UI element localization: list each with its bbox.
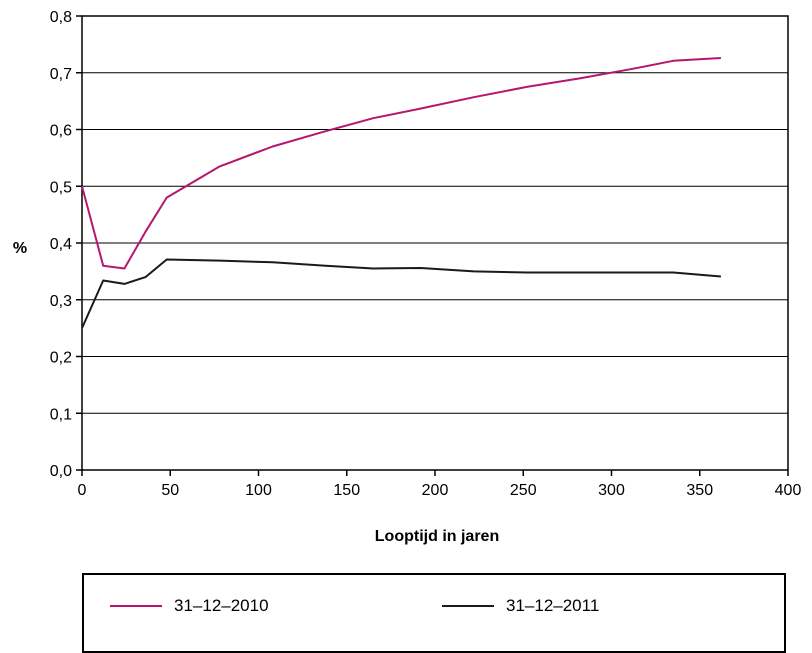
legend-label-2010: 31–12–2010	[174, 596, 269, 615]
y-axis-label: %	[13, 240, 27, 257]
series-line-0	[81, 57, 721, 270]
x-tick-label: 400	[775, 482, 802, 499]
x-tick-label: 250	[510, 482, 537, 499]
y-tick-label: 0,7	[50, 66, 72, 83]
y-tick-label: 0,0	[50, 463, 72, 480]
legend-item-2010: 31–12–2010	[110, 595, 269, 617]
y-tick-label: 0,2	[50, 350, 72, 367]
legend-swatch-2010	[110, 605, 162, 607]
gridlines	[82, 72, 788, 414]
axes	[76, 15, 789, 476]
y-tick-labels: 0,0 0,1 0,2 0,3 0,4 0,5 0,6 0,7 0,8	[50, 9, 72, 480]
line-chart: 0,0 0,1 0,2 0,3 0,4 0,5 0,6 0,7 0,8 0 50 100 150 200…	[13, 9, 802, 545]
x-tick-label: 100	[245, 482, 272, 499]
y-tick-label: 0,6	[50, 123, 72, 140]
legend-item-2011: 31–12–2011	[442, 595, 599, 617]
y-tick-label: 0,1	[50, 406, 72, 423]
x-axis-label: Looptijd in jaren	[375, 528, 499, 545]
y-tick-label: 0,3	[50, 293, 72, 310]
x-tick-label: 300	[598, 482, 625, 499]
legend-label-2011: 31–12–2011	[506, 596, 600, 615]
y-tick-label: 0,8	[50, 9, 72, 26]
x-tick-label: 150	[333, 482, 360, 499]
legend: 31–12–2010 31–12–2011	[82, 573, 786, 653]
x-tick-label: 350	[686, 482, 713, 499]
series-line-1	[81, 258, 721, 329]
legend-swatch-2011	[442, 605, 494, 607]
x-tick-label: 0	[78, 482, 87, 499]
series-lines	[81, 57, 721, 329]
x-tick-label: 200	[422, 482, 449, 499]
x-tick-label: 50	[161, 482, 179, 499]
y-tick-label: 0,5	[50, 179, 72, 196]
y-tick-label: 0,4	[50, 236, 72, 253]
x-tick-labels: 0 50 100 150 200 250 300 350 400	[78, 482, 802, 499]
